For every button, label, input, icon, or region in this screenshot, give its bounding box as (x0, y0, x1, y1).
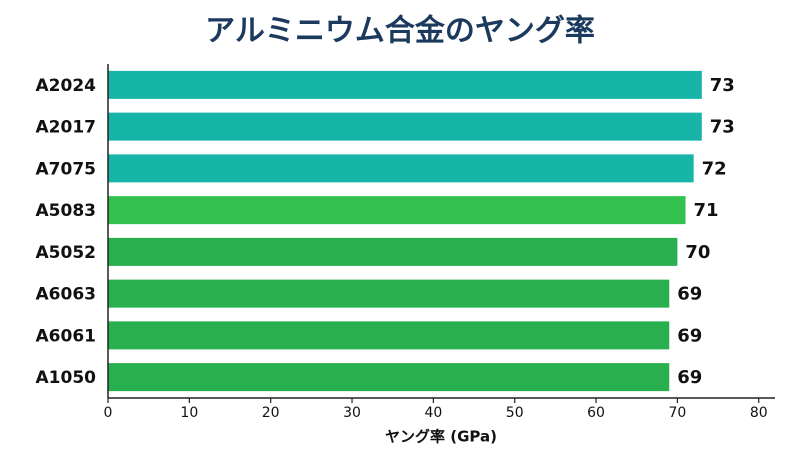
bar (108, 112, 702, 141)
value-label: 69 (677, 284, 702, 305)
value-label: 73 (710, 117, 735, 138)
y-tick-label: A5083 (36, 201, 96, 221)
value-label: 70 (685, 242, 710, 263)
chart-title: アルミニウム合金のヤング率 (205, 14, 595, 49)
x-tick-label: 40 (424, 405, 442, 421)
x-tick-label: 30 (343, 405, 361, 421)
x-tick-label: 80 (750, 405, 768, 421)
bar (108, 154, 694, 183)
x-tick-label: 50 (506, 405, 524, 421)
bar (108, 196, 686, 225)
x-tick-label: 70 (668, 405, 686, 421)
x-tick-label: 20 (262, 405, 280, 421)
x-axis-label: ヤング率 (GPa) (385, 428, 497, 446)
value-label: 69 (677, 367, 702, 388)
y-tick-label: A1050 (36, 368, 97, 388)
x-tick-label: 0 (104, 405, 113, 421)
y-tick-label: A2017 (36, 118, 96, 138)
value-label: 72 (702, 158, 727, 179)
bar (108, 321, 670, 350)
bar (108, 237, 678, 266)
bar (108, 70, 702, 99)
y-tick-label: A5052 (36, 243, 96, 263)
value-label: 69 (677, 325, 702, 346)
y-tick-label: A7075 (36, 159, 96, 179)
y-tick-label: A6061 (36, 326, 96, 346)
value-label: 71 (694, 200, 719, 221)
x-tick-label: 10 (180, 405, 198, 421)
value-label: 73 (710, 75, 735, 96)
x-tick-label: 60 (587, 405, 605, 421)
bar (108, 363, 670, 392)
bar (108, 279, 670, 308)
y-tick-label: A6063 (36, 285, 96, 305)
y-tick-label: A2024 (36, 76, 97, 96)
